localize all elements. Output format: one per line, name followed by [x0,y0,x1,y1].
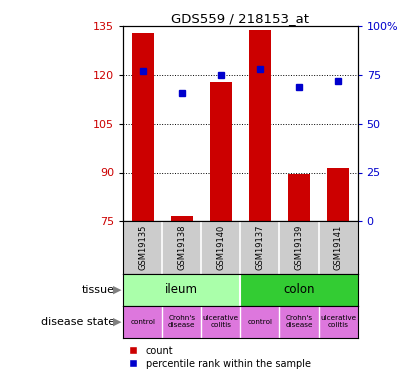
Text: Crohn's
disease: Crohn's disease [285,315,313,328]
Text: disease state: disease state [41,316,115,327]
Text: tissue: tissue [82,285,115,295]
Title: GDS559 / 218153_at: GDS559 / 218153_at [171,12,309,25]
Bar [240,274,358,306]
Text: colon: colon [283,283,315,296]
Text: GSM19140: GSM19140 [217,225,225,270]
Bar [171,216,193,221]
Text: Crohn's
disease: Crohn's disease [168,315,196,328]
Text: GSM19141: GSM19141 [334,225,342,270]
Text: ulcerative
colitis: ulcerative colitis [203,315,239,328]
Text: GSM19137: GSM19137 [256,225,264,270]
Bar [327,168,349,221]
Bar [288,174,310,221]
Text: GSM19139: GSM19139 [295,225,303,270]
Text: ileum: ileum [165,283,199,296]
Bar [210,81,232,221]
Legend: count, percentile rank within the sample: count, percentile rank within the sample [128,346,311,369]
Text: ▶: ▶ [113,285,121,295]
Bar [249,30,271,221]
Bar [132,33,154,221]
Bar [123,274,240,306]
Text: control: control [247,319,272,324]
Text: ▶: ▶ [113,316,121,327]
Text: ulcerative
colitis: ulcerative colitis [320,315,356,328]
Text: GSM19135: GSM19135 [139,225,147,270]
Text: GSM19138: GSM19138 [178,225,186,270]
Text: control: control [130,319,155,324]
